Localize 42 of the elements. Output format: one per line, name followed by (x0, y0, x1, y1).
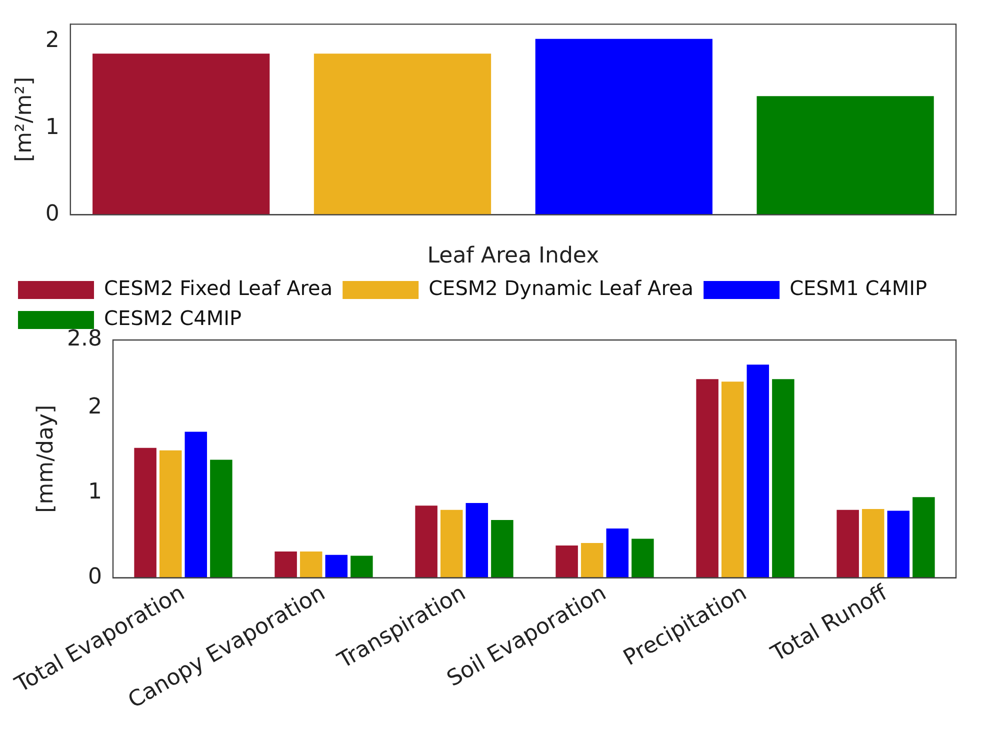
bar (632, 538, 654, 578)
bar (210, 460, 232, 578)
bar (325, 554, 348, 578)
bar (440, 510, 463, 578)
bar (184, 432, 208, 578)
bar (300, 551, 322, 578)
bar (159, 450, 182, 578)
bar (756, 96, 934, 215)
y-tick-label: 2.8 (66, 326, 102, 352)
legend-label: CESM2 Fixed Leaf Area (104, 276, 333, 300)
y-tick-label: 1 (45, 114, 60, 140)
y-tick-label: 2 (45, 28, 60, 54)
bar (556, 546, 578, 578)
y-axis-title: [mm/day] (34, 404, 59, 513)
y-tick-label: 0 (88, 564, 102, 590)
bar (862, 508, 884, 578)
y-tick-label: 2 (88, 394, 102, 420)
bar (491, 520, 514, 578)
bar (836, 510, 859, 578)
bar (314, 54, 492, 215)
bar (912, 497, 935, 578)
bar (415, 506, 438, 578)
bar (580, 542, 604, 578)
bar (746, 364, 770, 578)
y-tick-label: 1 (88, 480, 102, 505)
bar (274, 551, 297, 578)
legend-label: CESM2 C4MIP (104, 306, 242, 330)
y-tick-label: 0 (45, 201, 60, 226)
bar (92, 54, 270, 215)
bar (887, 510, 910, 578)
x-axis-title: Leaf Area Index (427, 244, 600, 269)
bar (772, 379, 794, 578)
bar (696, 379, 718, 578)
bar (606, 528, 629, 578)
bar (466, 503, 488, 578)
bar (535, 38, 712, 215)
bar (350, 556, 373, 578)
legend-label: CESM1 C4MIP (790, 276, 928, 300)
y-axis-title: [m²/m²] (12, 76, 37, 162)
legend-label: CESM2 Dynamic Leaf Area (428, 276, 694, 300)
bar (134, 448, 156, 578)
bar (721, 382, 744, 578)
